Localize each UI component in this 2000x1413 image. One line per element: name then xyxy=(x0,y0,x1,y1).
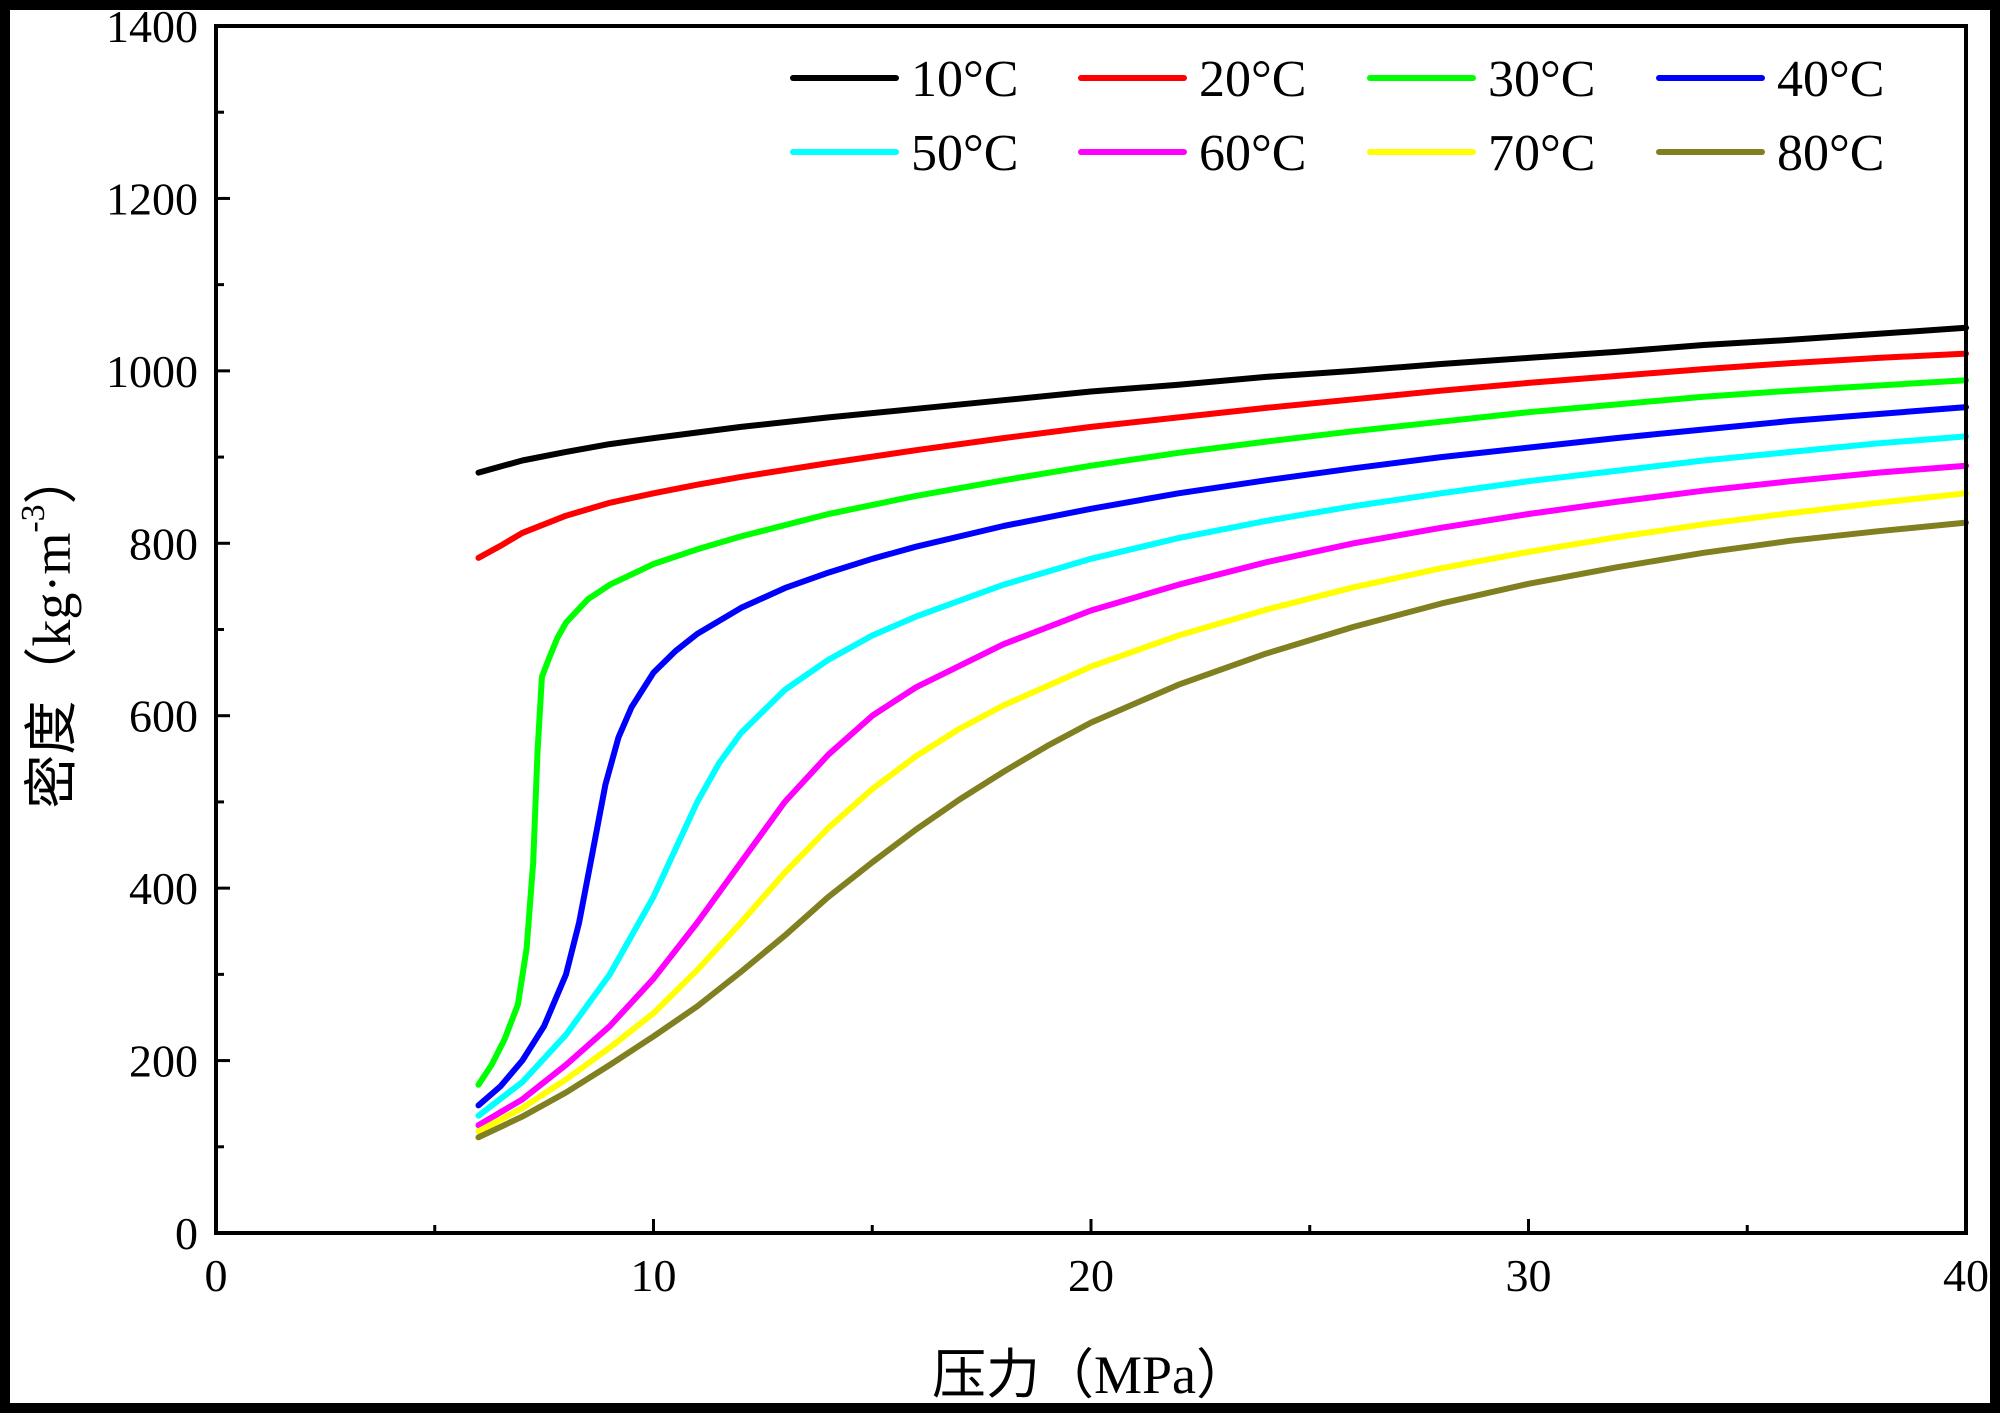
series-line-6 xyxy=(475,462,1969,1129)
legend-label: 80°C xyxy=(1777,125,1884,182)
legend-label: 10°C xyxy=(911,51,1018,108)
x-tick-label: 20 xyxy=(1068,1250,1114,1301)
axes-layer xyxy=(214,24,1968,1235)
series-line-1 xyxy=(475,324,1969,476)
y-tick-label: 1000 xyxy=(106,346,198,397)
x-axis-title: 压力（MPa） xyxy=(932,1345,1250,1403)
legend-item-3: 30°C xyxy=(1367,51,1595,108)
y-axis-title: 密度（kg·m-3） xyxy=(15,450,83,808)
y-tick-label: 200 xyxy=(129,1036,198,1087)
legend-label: 20°C xyxy=(1199,51,1306,108)
y-axis-title-main: 密度（kg·m xyxy=(22,533,82,809)
chart-canvas: 0 10 20 30 40 0 200 400 600 800 1000 1200 1400 10°C 2… xyxy=(10,10,1990,1403)
legend-item-6: 60°C xyxy=(1078,125,1306,182)
series-line-7 xyxy=(475,490,1969,1135)
legend-item-4: 40°C xyxy=(1656,51,1884,108)
x-tick-label: 40 xyxy=(1943,1250,1989,1301)
legend-label: 60°C xyxy=(1199,125,1306,182)
x-tick-label: 0 xyxy=(205,1250,228,1301)
series-line-4 xyxy=(475,404,1969,1109)
legend-item-8: 80°C xyxy=(1656,125,1884,182)
series-line-8 xyxy=(475,519,1969,1141)
plot-frame xyxy=(214,24,1968,1235)
x-tick-label: 10 xyxy=(631,1250,677,1301)
legend-item-5: 50°C xyxy=(790,125,1018,182)
y-axis-title-superscript: -3 xyxy=(15,504,52,532)
y-tick-label: 800 xyxy=(129,518,198,569)
legend: 10°C 20°C 30°C 40°C 50°C 60°C 70°C 80°C xyxy=(790,51,1884,182)
legend-label: 40°C xyxy=(1777,51,1884,108)
y-tick-label: 1200 xyxy=(106,173,198,224)
series-line-3 xyxy=(475,377,1969,1088)
y-tick-label: 400 xyxy=(129,863,198,914)
y-axis-title-close: ） xyxy=(22,450,82,504)
y-tick-label: 0 xyxy=(175,1208,198,1259)
series-line-5 xyxy=(475,433,1969,1119)
legend-item-1: 10°C xyxy=(790,51,1018,108)
legend-label: 70°C xyxy=(1488,125,1595,182)
legend-item-2: 20°C xyxy=(1078,51,1306,108)
legend-item-7: 70°C xyxy=(1367,125,1595,182)
legend-label: 30°C xyxy=(1488,51,1595,108)
y-tick-label: 1400 xyxy=(106,10,198,52)
series-line-2 xyxy=(475,350,1969,561)
series-layer xyxy=(475,324,1969,1141)
legend-label: 50°C xyxy=(911,125,1018,182)
y-tick-label: 600 xyxy=(129,691,198,742)
x-tick-label: 30 xyxy=(1506,1250,1552,1301)
